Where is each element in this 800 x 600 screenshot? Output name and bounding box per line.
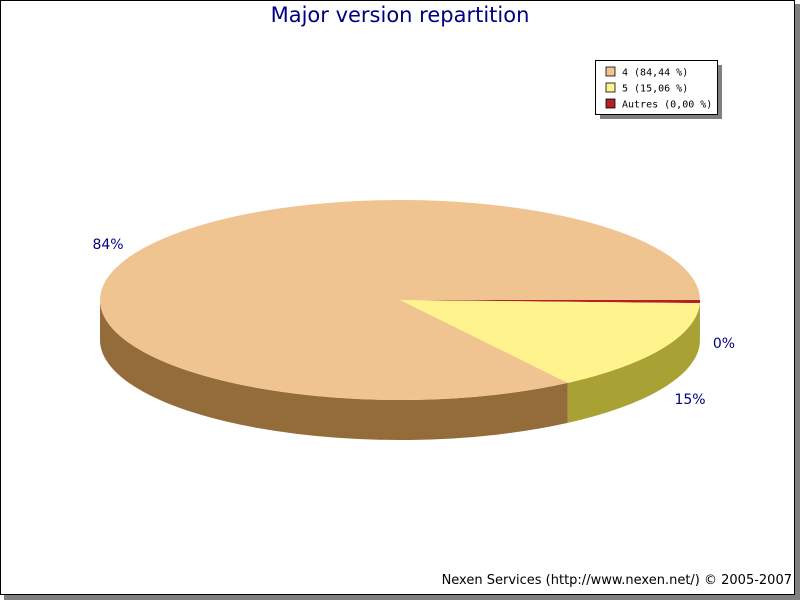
chart-title: Major version repartition — [271, 3, 530, 27]
legend-box — [595, 60, 718, 115]
pie-side-5 — [567, 303, 700, 423]
percent-label-autres: 0% — [713, 336, 735, 352]
pie-slice-autres — [400, 300, 700, 304]
legend: 4 (84,44 %) 5 (15,06 %) Autres (0,00 %) — [595, 60, 722, 119]
legend-swatch-5 — [605, 82, 616, 93]
pie-layer — [100, 199, 701, 440]
legend-label-autres: Autres (0,00 %) — [622, 100, 712, 111]
legend-label-5: 5 (15,06 %) — [622, 84, 688, 95]
percent-labels: 0% 15% 84% — [92, 237, 735, 408]
legend-label-4: 4 (84,44 %) — [622, 68, 688, 79]
pie-side-4 — [100, 300, 568, 440]
percent-label-5: 15% — [674, 392, 705, 408]
percent-label-4: 84% — [92, 237, 123, 253]
pie-slice-5 — [400, 300, 700, 383]
pie-slice-4 — [100, 199, 701, 400]
footer-credit: Nexen Services (http://www.nexen.net/) ©… — [442, 573, 792, 588]
legend-swatch-autres — [605, 98, 616, 109]
legend-swatch-4 — [605, 66, 616, 77]
